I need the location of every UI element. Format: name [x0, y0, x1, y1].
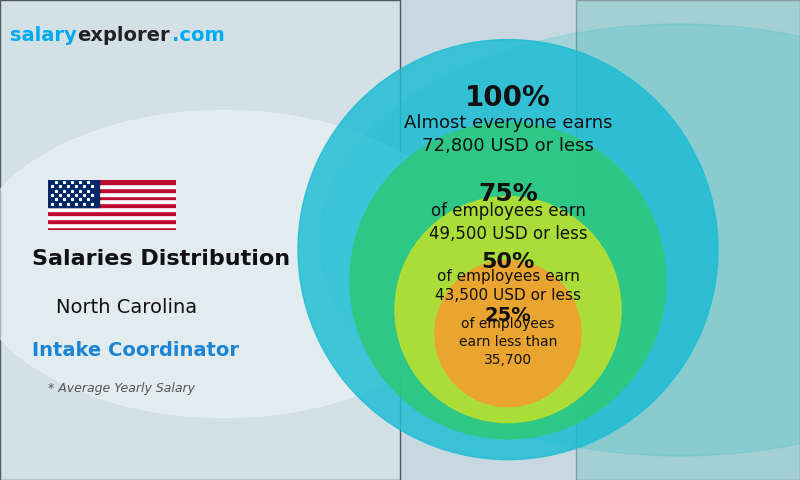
FancyBboxPatch shape [576, 0, 800, 480]
Text: 75%: 75% [478, 182, 538, 206]
Bar [48, 184, 176, 188]
Text: Intake Coordinator: Intake Coordinator [32, 341, 239, 360]
Bar [48, 207, 176, 211]
Text: of employees
earn less than
35,700: of employees earn less than 35,700 [459, 317, 557, 367]
Text: North Carolina: North Carolina [56, 298, 197, 317]
Bar [48, 195, 176, 199]
Bar [48, 223, 176, 227]
Text: salary: salary [10, 26, 77, 46]
Text: 100%: 100% [465, 84, 551, 112]
Ellipse shape [350, 123, 666, 439]
Text: 25%: 25% [485, 306, 531, 325]
Bar [48, 211, 176, 215]
Ellipse shape [435, 261, 581, 407]
Bar [48, 192, 176, 195]
Bar [48, 219, 176, 223]
Text: .com: .com [172, 26, 225, 46]
Bar [48, 180, 176, 184]
Bar [48, 199, 176, 203]
Bar [48, 227, 176, 230]
Text: explorer: explorer [78, 26, 170, 46]
Bar [48, 215, 176, 219]
Circle shape [0, 110, 480, 418]
Text: Almost everyone earns
72,800 USD or less: Almost everyone earns 72,800 USD or less [404, 114, 612, 155]
Circle shape [320, 24, 800, 456]
Text: * Average Yearly Salary: * Average Yearly Salary [48, 382, 195, 396]
Text: of employees earn
43,500 USD or less: of employees earn 43,500 USD or less [435, 269, 581, 303]
Ellipse shape [395, 197, 621, 422]
Bar [48, 188, 176, 192]
Ellipse shape [298, 40, 718, 460]
Bar [48, 180, 99, 207]
Text: of employees earn
49,500 USD or less: of employees earn 49,500 USD or less [429, 202, 587, 243]
Bar [48, 203, 176, 207]
Text: 50%: 50% [482, 252, 534, 272]
FancyBboxPatch shape [0, 0, 400, 480]
Text: Salaries Distribution: Salaries Distribution [32, 249, 290, 269]
